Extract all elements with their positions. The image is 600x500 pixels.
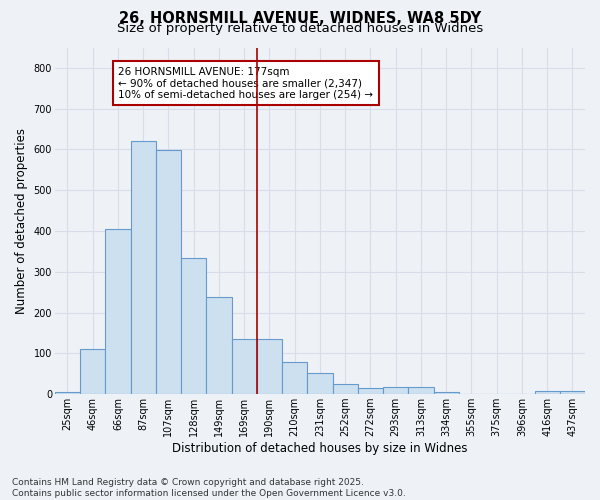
Bar bbox=[55, 392, 80, 394]
Bar bbox=[307, 372, 332, 394]
Bar bbox=[408, 387, 434, 394]
Text: Contains HM Land Registry data © Crown copyright and database right 2025.
Contai: Contains HM Land Registry data © Crown c… bbox=[12, 478, 406, 498]
Bar bbox=[131, 142, 156, 394]
Bar bbox=[560, 391, 585, 394]
Bar bbox=[332, 384, 358, 394]
Bar bbox=[358, 388, 383, 394]
Y-axis label: Number of detached properties: Number of detached properties bbox=[15, 128, 28, 314]
Bar bbox=[232, 339, 257, 394]
Bar bbox=[434, 392, 459, 394]
Bar bbox=[80, 350, 106, 394]
Bar bbox=[257, 339, 282, 394]
Text: 26, HORNSMILL AVENUE, WIDNES, WA8 5DY: 26, HORNSMILL AVENUE, WIDNES, WA8 5DY bbox=[119, 11, 481, 26]
Bar bbox=[156, 150, 181, 394]
Bar bbox=[181, 258, 206, 394]
X-axis label: Distribution of detached houses by size in Widnes: Distribution of detached houses by size … bbox=[172, 442, 467, 455]
Bar bbox=[206, 297, 232, 394]
Bar bbox=[535, 392, 560, 394]
Text: 26 HORNSMILL AVENUE: 177sqm
← 90% of detached houses are smaller (2,347)
10% of : 26 HORNSMILL AVENUE: 177sqm ← 90% of det… bbox=[118, 66, 373, 100]
Bar bbox=[106, 229, 131, 394]
Bar bbox=[282, 362, 307, 394]
Bar bbox=[383, 387, 408, 394]
Text: Size of property relative to detached houses in Widnes: Size of property relative to detached ho… bbox=[117, 22, 483, 35]
